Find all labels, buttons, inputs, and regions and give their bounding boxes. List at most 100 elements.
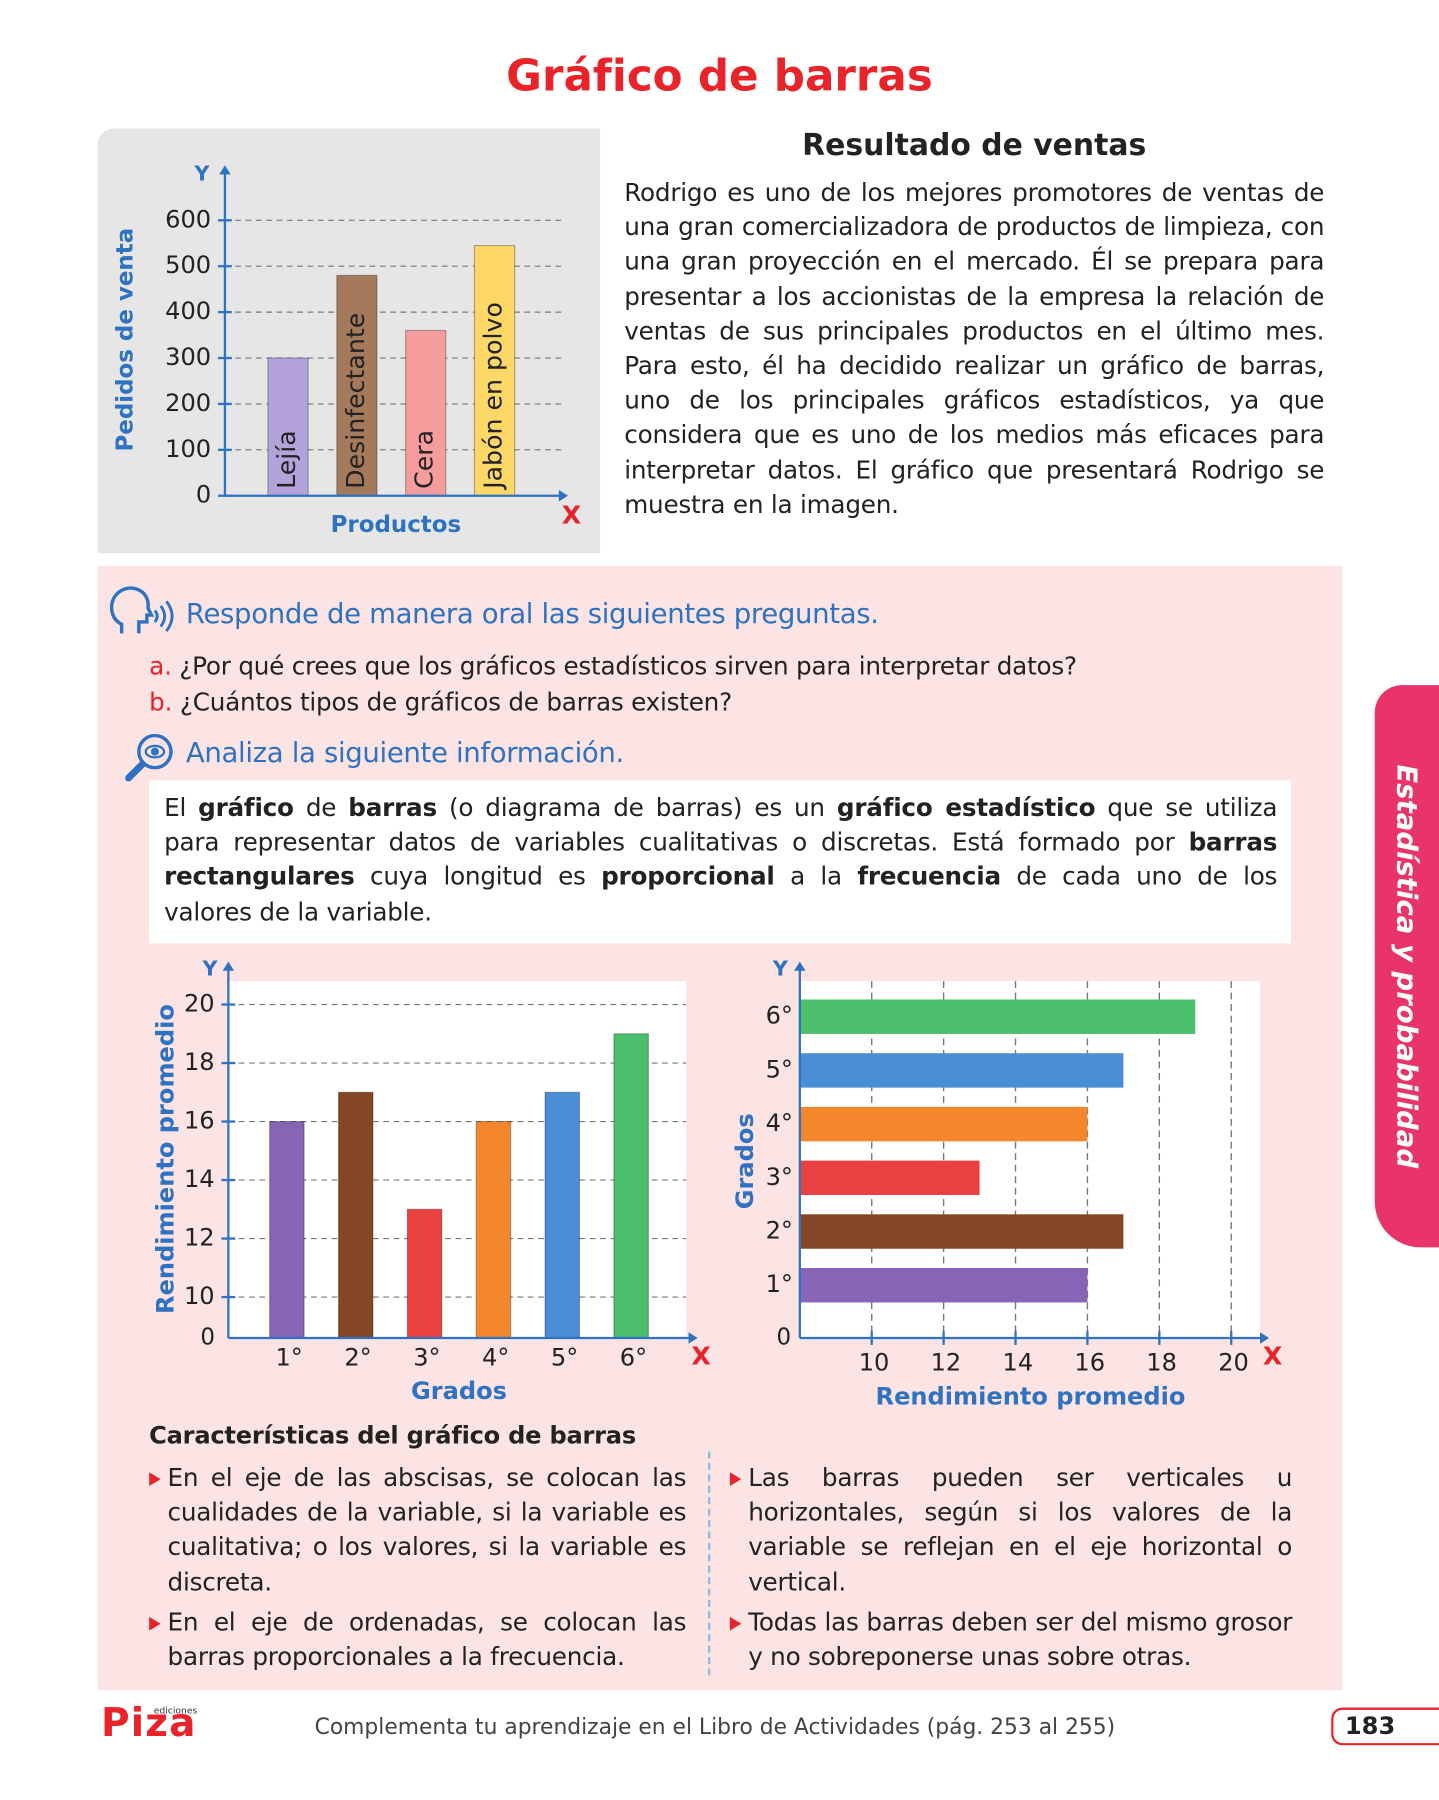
y-tick-label: 2° (766, 1217, 793, 1245)
axis-letter: X (1263, 1342, 1282, 1371)
y-axis-title: Pedidos de venta (113, 228, 139, 452)
bar-label: Desinfectante (341, 313, 370, 489)
characteristics-right: Las barras pueden ser verticales u horiz… (729, 1462, 1292, 1676)
plot-area (228, 981, 687, 1339)
bullet: En el eje de las abscisas, se colocan la… (149, 1462, 686, 1601)
x-tick-label: 18 (1146, 1348, 1177, 1376)
question: b. ¿Cuántos tipos de gráficos de barras … (149, 685, 1077, 721)
bar (406, 1208, 443, 1339)
origin-label: 0 (776, 1325, 791, 1351)
axis-arrow (794, 961, 806, 971)
bold-text: barras rectangulares (164, 828, 1278, 893)
bar (337, 1091, 374, 1339)
bar (799, 1106, 1088, 1142)
bold-text: proporcional (601, 863, 775, 893)
axis-letter: Y (772, 957, 789, 981)
y-tick-label: 400 (165, 297, 211, 325)
origin-label: 0 (200, 1325, 215, 1351)
text: El (164, 794, 199, 823)
definition-box (149, 780, 1291, 944)
bullet: Las barras pueden ser verticales u horiz… (729, 1462, 1292, 1601)
y-tick-label: 4° (766, 1109, 793, 1137)
x-axis-title: Productos (331, 512, 462, 538)
y-tick-label: 1° (766, 1270, 793, 1298)
x-tick-label: 4° (482, 1344, 509, 1372)
bar-label: Jabón en polvo (479, 302, 508, 491)
intro-text: Rodrigo es uno de los mejores promotores… (624, 179, 1325, 520)
x-tick-label: 20 (1218, 1348, 1249, 1376)
y-tick-label: 100 (165, 435, 211, 463)
footer-text: Complementa tu aprendizaje en el Libro d… (314, 1714, 1116, 1740)
bold-text: frecuencia (857, 863, 1001, 893)
y-tick-label: 3° (766, 1163, 793, 1191)
bar (613, 1033, 649, 1339)
y-tick-label: 6° (766, 1002, 793, 1030)
intro-heading: Resultado de ventas (802, 128, 1147, 163)
section-heading: Responde de manera oral las siguientes p… (185, 597, 879, 630)
x-tick-label: 3° (413, 1344, 440, 1372)
axis-arrow (219, 165, 231, 175)
y-tick-label: 18 (184, 1048, 215, 1076)
x-tick-label: 2° (344, 1344, 371, 1372)
bullet: Todas las barras deben ser del mismo gro… (729, 1606, 1292, 1675)
y-tick-label: 300 (165, 343, 211, 371)
y-tick-label: 200 (165, 389, 211, 417)
bar (336, 274, 378, 497)
column-divider (708, 1451, 711, 1676)
bullet: En el eje de ordenadas, se colocan las b… (149, 1606, 686, 1675)
analyze-icon (125, 733, 173, 782)
text: que se utiliza para representar datos de… (164, 794, 1278, 858)
question-letter: a. (149, 652, 172, 682)
bar-label: Cera (410, 430, 439, 489)
axis-arrow (222, 961, 235, 971)
y-tick-label: 5° (766, 1055, 793, 1083)
bold-text: gráfico estadístico (836, 794, 1096, 823)
x-tick-label: 1° (275, 1344, 302, 1372)
definition-text: El gráfico de barras (o diagrama de barr… (164, 792, 1277, 931)
bar (799, 999, 1196, 1034)
x-tick-label: 10 (859, 1348, 890, 1376)
axis-arrow (1259, 1332, 1270, 1344)
x-axis-title: Rendimiento promedio (876, 1383, 1186, 1411)
question-letter: b. (149, 688, 173, 718)
axis-letter: Y (202, 957, 219, 981)
axis-letter: X (562, 500, 581, 529)
x-tick-label: 16 (1074, 1348, 1105, 1376)
y-tick-label: 20 (184, 990, 215, 1018)
axis-arrow (688, 1332, 698, 1344)
bar (405, 329, 447, 497)
bar (473, 244, 516, 497)
x-tick-label: 5° (551, 1344, 578, 1372)
text: a la (774, 863, 858, 893)
bar (544, 1091, 581, 1339)
x-tick-label: 12 (931, 1348, 962, 1376)
bar (475, 1120, 512, 1339)
bar (799, 1053, 1124, 1088)
y-axis-title: Rendimiento promedio (151, 1004, 179, 1314)
axis-letter: X (691, 1342, 710, 1371)
logo: Piza (100, 1700, 197, 1747)
text: de cada uno de los valores de la variabl… (164, 863, 1278, 927)
axis-arrow (558, 489, 569, 502)
bold-text: barras (348, 794, 437, 823)
bar-label: Lejía (272, 430, 301, 489)
y-tick-label: 14 (184, 1165, 215, 1193)
logo-sub: ediciones (153, 1705, 198, 1716)
x-tick-label: 6° (620, 1344, 647, 1372)
text: cuya longitud es (354, 863, 602, 893)
page-title: Gráfico de barras (506, 50, 933, 101)
y-tick-label: 16 (184, 1107, 215, 1135)
bar (799, 1214, 1124, 1249)
question: a. ¿Por qué crees que los gráficos estad… (149, 650, 1077, 686)
y-tick-label: 12 (184, 1224, 215, 1252)
y-tick-label: 0 (196, 481, 211, 509)
bold-text: gráfico (198, 794, 294, 823)
section-heading: Analiza la siguiente información. (185, 736, 624, 769)
y-axis-title: Grados (731, 1113, 759, 1209)
questions: a. ¿Por qué crees que los gráficos estad… (149, 650, 1077, 721)
question-text: ¿Cuántos tipos de gráficos de barras exi… (179, 688, 732, 718)
axis-letter: Y (193, 161, 210, 185)
page-number: 183 (1331, 1707, 1439, 1746)
